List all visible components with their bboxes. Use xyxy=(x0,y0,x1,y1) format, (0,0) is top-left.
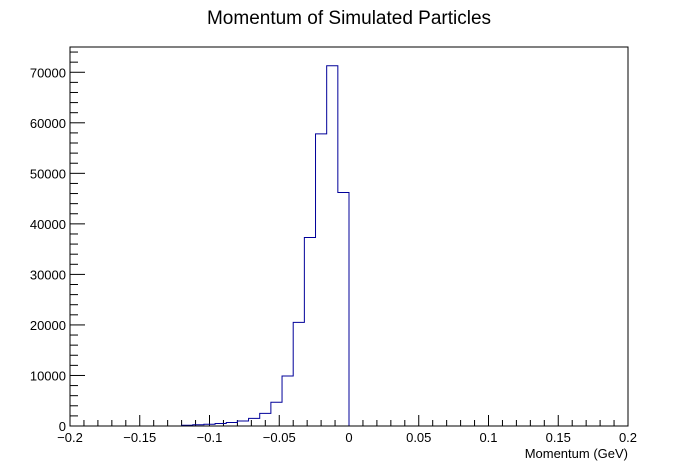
histogram-bin xyxy=(293,322,304,426)
x-tick-label: 0.1 xyxy=(479,430,497,445)
y-tick-label: 30000 xyxy=(30,267,66,282)
histogram-bin xyxy=(282,376,293,426)
histogram-bin xyxy=(327,66,338,426)
histogram-bin xyxy=(316,134,327,426)
y-tick-label: 70000 xyxy=(30,65,66,80)
chart-title: Momentum of Simulated Particles xyxy=(207,8,491,29)
histogram-bin xyxy=(338,193,349,426)
x-tick-label: −0.05 xyxy=(263,430,296,445)
x-tick-label: 0.05 xyxy=(406,430,431,445)
histogram-bin xyxy=(226,422,237,426)
x-tick-label: 0.2 xyxy=(619,430,637,445)
x-axis-label: Momentum (GeV) xyxy=(525,446,628,461)
y-tick-label: 20000 xyxy=(30,318,66,333)
y-axis: 0 10000 20000 30000 40000 50000 60000 70000 xyxy=(30,51,85,434)
y-tick-label: 10000 xyxy=(30,368,66,383)
x-tick-label: 0.15 xyxy=(546,430,571,445)
y-tick-label: 50000 xyxy=(30,166,66,181)
plot-frame xyxy=(69,46,629,427)
x-tick-label: −0.1 xyxy=(197,430,223,445)
x-tick-label: −0.2 xyxy=(57,430,83,445)
histogram-bin xyxy=(304,238,315,426)
x-axis: −0.2 −0.15 −0.1 −0.05 0 0.05 0.1 0.15 0.2 xyxy=(57,415,637,445)
histogram-line xyxy=(181,65,350,426)
y-tick-label: 60000 xyxy=(30,116,66,131)
y-tick-label: 0 xyxy=(59,419,66,434)
histogram-bin xyxy=(249,418,260,426)
x-tick-label: 0 xyxy=(345,430,352,445)
histogram-bins xyxy=(182,66,349,426)
y-tick-label: 40000 xyxy=(30,217,66,232)
histogram-bin xyxy=(237,421,248,426)
x-tick-label: −0.15 xyxy=(123,430,156,445)
histogram-bin xyxy=(271,402,282,426)
